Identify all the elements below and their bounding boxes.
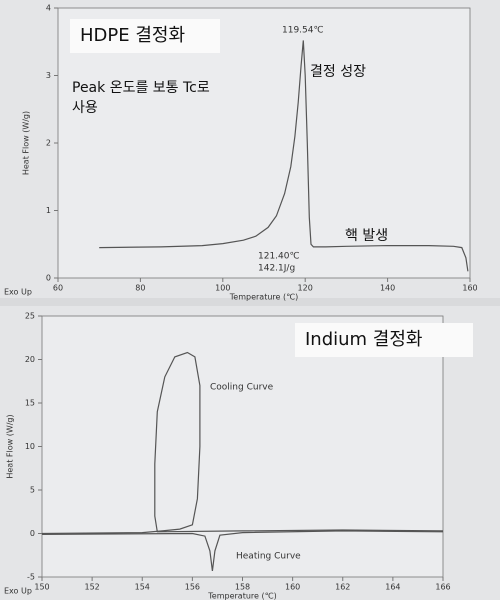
x-tick-label: 158 (235, 583, 250, 592)
y-tick-label: 1 (46, 206, 51, 215)
data-line (99, 40, 469, 272)
annotation: Peak 온도를 보통 Tc로 (72, 80, 210, 96)
annotation: 119.54℃ (282, 26, 324, 36)
x-tick-label: 120 (298, 284, 313, 293)
x-tick-label: 160 (285, 583, 300, 592)
y-axis-label: Heat Flow (W/g) (6, 414, 15, 478)
x-axis-label: Temperature (℃) (207, 592, 276, 600)
y-tick-label: 25 (25, 312, 35, 321)
x-tick-label: 140 (380, 284, 395, 293)
y-tick-label: 20 (25, 355, 35, 364)
x-axis-label: Temperature (℃) (229, 293, 298, 302)
data-line (41, 351, 444, 535)
y-axis-label: Heat Flow (W/g) (22, 111, 31, 175)
x-tick-label: 150 (34, 583, 49, 592)
x-tick-label: 154 (135, 583, 150, 592)
annotation: 142.1J/g (258, 264, 295, 274)
y-tick-label: 0 (46, 274, 51, 283)
data-line (41, 530, 444, 571)
y-tick-label: 3 (46, 71, 51, 80)
annotation: 핵 발생 (345, 228, 388, 244)
x-tick-label: 164 (385, 583, 400, 592)
corner-label: Exo Up (4, 587, 32, 596)
annotation: 사용 (72, 100, 98, 116)
x-tick-label: 160 (462, 284, 477, 293)
y-tick-label: 10 (25, 442, 35, 451)
corner-label: Exo Up (4, 288, 32, 297)
chart-title: Indium 결정화 (305, 329, 423, 350)
y-tick-label: 0 (30, 529, 35, 538)
y-tick-label: -5 (27, 573, 35, 582)
y-tick-label: 4 (46, 4, 51, 13)
annotation: Heating Curve (236, 552, 301, 562)
x-tick-label: 162 (335, 583, 350, 592)
annotation: Cooling Curve (210, 383, 274, 393)
x-tick-label: 152 (84, 583, 99, 592)
x-tick-label: 100 (215, 284, 230, 293)
annotation: 결정 성장 (310, 64, 366, 80)
x-tick-label: 166 (435, 583, 450, 592)
y-tick-label: 15 (25, 399, 35, 408)
title-box (70, 19, 220, 53)
x-tick-label: 80 (135, 284, 145, 293)
title-box (295, 323, 473, 357)
x-tick-label: 156 (185, 583, 200, 592)
y-tick-label: 2 (46, 139, 51, 148)
chart-title: HDPE 결정화 (80, 25, 185, 46)
annotation: 121.40℃ (258, 252, 300, 262)
y-tick-label: 5 (30, 486, 35, 495)
x-tick-label: 60 (53, 284, 63, 293)
